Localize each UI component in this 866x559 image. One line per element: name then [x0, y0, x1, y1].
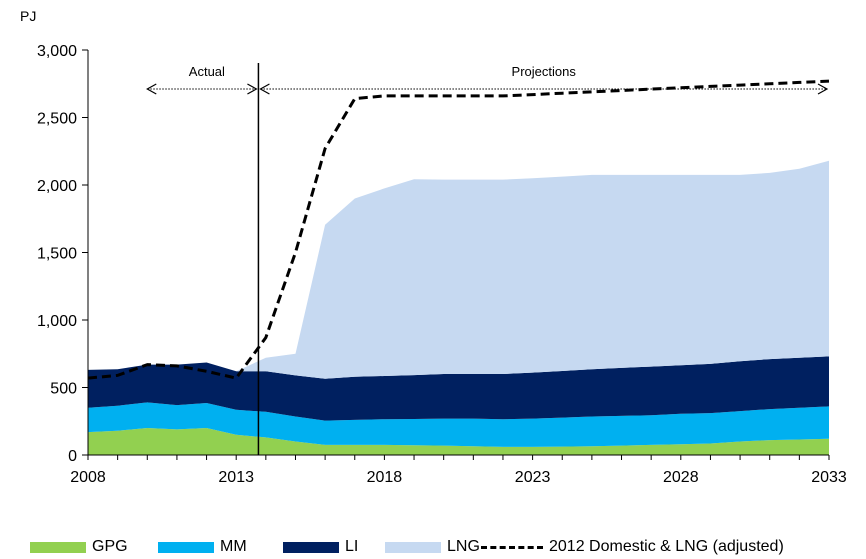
legend-label: GPG: [92, 538, 128, 555]
legend-item-lng: LNG: [385, 536, 480, 558]
legend-label: LI: [345, 538, 359, 555]
y-tick-label: 500: [50, 381, 77, 398]
legend-label: LNG: [447, 538, 480, 555]
legend-swatch: [283, 541, 339, 553]
dashed-series-line: [87, 79, 830, 380]
legend-label: MM: [220, 538, 247, 555]
actual-label: Actual: [189, 64, 225, 79]
legend-dashed-line: [481, 545, 543, 549]
y-tick-label: 0: [68, 448, 77, 465]
area-mm: [88, 402, 829, 447]
area-li: [88, 356, 829, 421]
legend-swatch: [158, 541, 214, 553]
legend-item-gpg: GPG: [30, 536, 128, 558]
legend-item-li: LI: [283, 536, 358, 558]
chart-canvas: 0 500 1,000 1,500 2,000 2,500 3,000 2008 2013 201…: [20, 8, 847, 486]
axes: 0 500 1,000 1,500 2,000 2,500 3,000 2008 2013 201…: [20, 8, 847, 486]
x-tick-label: 2023: [515, 469, 551, 486]
dashed-series-layer: [87, 79, 830, 380]
area-lng: [88, 160, 829, 379]
y-tick-label: 1,000: [37, 313, 77, 330]
x-tick-label: 2008: [70, 469, 106, 486]
projections-label: Projections: [512, 64, 577, 79]
legend: GPG MM LI LNG 2012 Domestic & LNG (adjusted): [0, 536, 866, 558]
legend-swatch: [30, 541, 86, 553]
x-tick-label: 2018: [367, 469, 403, 486]
x-tick-label: 2013: [218, 469, 254, 486]
legend-swatch: [385, 541, 441, 553]
y-tick-label: 1,500: [37, 246, 77, 263]
area-gpg: [88, 428, 829, 455]
legend-item-dashed-series: 2012 Domestic & LNG (adjusted): [481, 536, 784, 558]
legend-item-mm: MM: [158, 536, 247, 558]
annotations: Actual Projections: [146, 63, 829, 455]
y-tick-label: 2,000: [37, 178, 77, 195]
y-tick-label: 3,000: [37, 43, 77, 60]
x-tick-label: 2033: [811, 469, 847, 486]
y-tick-label: 2,500: [37, 111, 77, 128]
stacked-areas: [88, 160, 829, 455]
y-unit-label: PJ: [20, 8, 36, 24]
legend-label: 2012 Domestic & LNG (adjusted): [549, 538, 784, 555]
x-tick-label: 2028: [663, 469, 699, 486]
